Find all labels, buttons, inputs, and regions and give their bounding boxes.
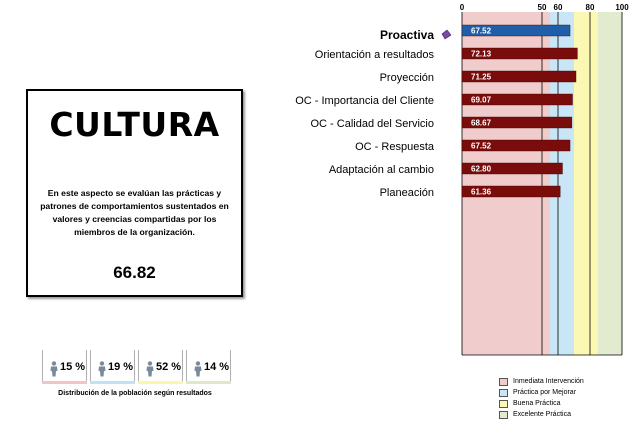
- category-label: Planeación: [379, 187, 434, 199]
- bar-value-label: 68.67: [471, 119, 492, 128]
- legend-label: Buena Práctica: [513, 400, 561, 407]
- distribution-color-bar: [186, 381, 231, 384]
- distribution-percent: 15 %: [60, 361, 86, 373]
- distribution-item-4: 14 %: [186, 350, 231, 384]
- tick-label: 50: [538, 3, 547, 12]
- bar-value-label: 67.52: [471, 142, 492, 151]
- band-region: [550, 12, 574, 355]
- legend-swatch: [499, 411, 508, 419]
- category-label: Proyección: [379, 72, 434, 84]
- distribution-color-bar: [42, 381, 87, 384]
- tick-label: 0: [460, 3, 465, 12]
- distribution-item-1: 15 %: [42, 350, 87, 384]
- tick-layer: 0 50 60 80 100: [460, 3, 629, 12]
- bar-layer: 67.52 72.13 71.25 69.07 68.67 67.52 62.80 61.36: [461, 24, 578, 198]
- distribution-color-bar: [138, 381, 183, 384]
- bar-value-label: 69.07: [471, 96, 492, 105]
- bar-value-label: 61.36: [471, 188, 492, 197]
- bar-value-label: 72.13: [471, 50, 492, 59]
- category-label: OC - Respuesta: [355, 141, 434, 153]
- gridline-layer: [461, 12, 623, 356]
- bar-value-label: 71.25: [471, 73, 492, 82]
- band-region: [574, 12, 598, 355]
- category-label: Proactiva: [379, 28, 434, 42]
- person-icon: [98, 361, 106, 377]
- band-region: [462, 12, 550, 355]
- bar-value-label: 62.80: [471, 165, 492, 174]
- results-chart: 0 50 60 80 100 67.5272.1371.2569.0768.6767.5…: [460, 3, 629, 356]
- card-score: 66.82: [113, 263, 156, 282]
- legend-label: Inmediata Intervención: [513, 378, 584, 385]
- culture-card: CULTURA En este aspecto se evalúan las p…: [26, 89, 243, 297]
- distribution-percent: 19 %: [108, 361, 134, 373]
- tick-label: 60: [554, 3, 563, 12]
- legend-swatch: [499, 378, 508, 386]
- highlight-marker-icon: [441, 29, 452, 40]
- bar-value-label: 67.52: [471, 27, 492, 36]
- distribution-percent: 14 %: [204, 361, 230, 373]
- card-title: CULTURA: [49, 105, 220, 144]
- legend-label: Excelente Práctica: [513, 411, 571, 418]
- category-label: Adaptación al cambio: [328, 164, 434, 176]
- band-layer: [462, 12, 622, 355]
- legend-swatch: [499, 389, 508, 397]
- tick-label: 80: [586, 3, 595, 12]
- category-label: OC - Importancia del Cliente: [295, 95, 434, 107]
- bar: [461, 24, 571, 37]
- bar: [461, 185, 561, 198]
- category-label: Orientación a resultados: [314, 49, 434, 61]
- bar: [461, 162, 563, 175]
- card-description: En este aspecto se evalúan las prácticas…: [40, 188, 229, 237]
- person-icon: [146, 361, 154, 377]
- bar: [461, 93, 573, 106]
- category-label: OC - Calidad del Servicio: [310, 118, 435, 130]
- distribution-caption: Distribución de la población según resul…: [58, 390, 212, 397]
- bar: [461, 139, 571, 152]
- bar: [461, 47, 578, 60]
- distribution-item-2: 19 %: [90, 350, 135, 384]
- person-icon: [194, 361, 202, 377]
- legend-swatch: [499, 400, 508, 408]
- person-icon: [50, 361, 58, 377]
- legend-label: Práctica por Mejorar: [513, 389, 577, 396]
- bar: [461, 70, 577, 83]
- distribution-item-3: 52 %: [138, 350, 183, 384]
- tick-label: 100: [615, 3, 629, 12]
- distribution-color-bar: [90, 381, 135, 384]
- category-labels: Proactiva Orientación a resultados Proye…: [240, 0, 434, 220]
- distribution-percent: 52 %: [156, 361, 182, 373]
- band-region: [598, 12, 622, 355]
- bar: [461, 116, 573, 129]
